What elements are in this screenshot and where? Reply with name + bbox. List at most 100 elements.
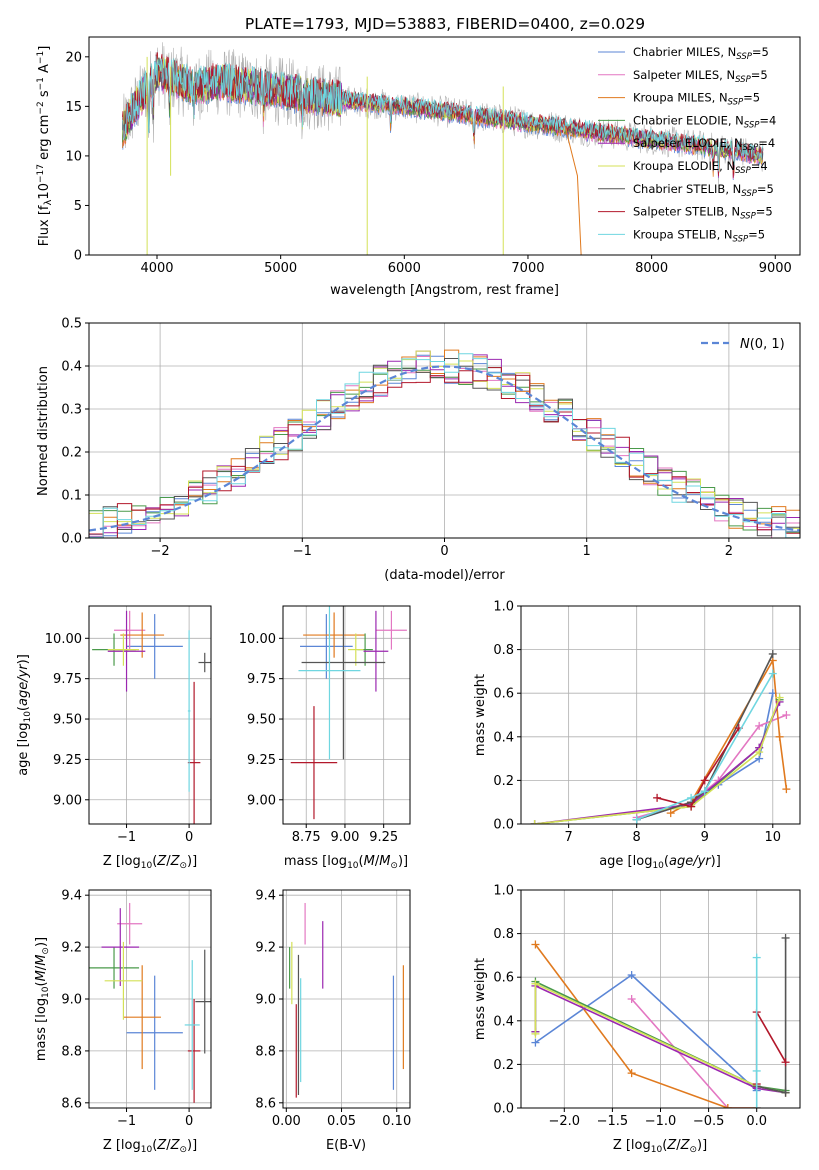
label-part: ( — [152, 854, 157, 869]
label-part: age/yr — [16, 663, 31, 706]
label-part: / — [166, 1138, 171, 1153]
x-tick-label: 9.00 — [330, 830, 359, 845]
label-part: M — [34, 970, 49, 981]
label-part: Flux [f — [37, 205, 52, 246]
y-axis-label: mass weight — [473, 674, 488, 756]
x-axis-label: Z [log10(Z/Z⊙)] — [103, 1138, 197, 1155]
label-part: 10 — [37, 183, 52, 200]
label-part: 10 — [141, 861, 153, 871]
x-tick-label: 0 — [185, 830, 193, 845]
y-tick-label: 9.0 — [61, 993, 82, 1008]
x-tick-label: −1 — [293, 544, 312, 559]
label-part: Z [log — [103, 854, 141, 869]
y-tick-label: 9.4 — [255, 889, 276, 904]
label-part: SSP — [733, 234, 749, 244]
label-part: SSP — [728, 98, 744, 108]
label-part: 10 — [23, 711, 33, 723]
legend-entry: Kroupa ELODIE, NSSP=4 — [633, 159, 768, 176]
label-part: ⊙ — [179, 1145, 187, 1155]
mask-spike — [564, 126, 582, 255]
legend-entry: Chabrier MILES, NSSP=5 — [633, 45, 769, 62]
x-axis-label: Z [log10(Z/Z⊙)] — [613, 1138, 707, 1155]
y-axis-label: age [log10(age/yr)] — [16, 654, 33, 776]
mass-weight-vs-metallicity-panel: −2.0 −1.5 −1.0 −0.5 0.0 0.0 0.2 0.4 0.6 0.8 1.0 mas… — [473, 884, 801, 1155]
label-part: 10 — [651, 1145, 663, 1155]
x-tick-label: 7 — [564, 830, 572, 845]
x-tick-label: 4000 — [140, 261, 173, 276]
label-part: Kroupa MILES, N — [633, 91, 728, 105]
spectrum-panel: 4000 5000 6000 7000 8000 9000 0 5 10 15 20 waveleng… — [36, 36, 801, 298]
y-tick-label: 5 — [74, 199, 82, 214]
label-part: (0, 1) — [750, 337, 785, 352]
axes-frame — [520, 605, 801, 825]
plot-area — [89, 349, 800, 538]
series-line — [636, 653, 774, 821]
y-tick-label: 0.6 — [493, 687, 514, 702]
label-part: M — [34, 955, 49, 966]
plot-area — [122, 42, 764, 255]
label-part: A — [37, 64, 52, 77]
label-part: 10 — [41, 986, 51, 998]
label-part: 10 — [141, 1145, 153, 1155]
label-part: =5 — [751, 68, 768, 82]
mass-vs-metallicity-panel: −1 08.68.89.09.29.4Z [log10(Z/Z⊙)]mass [l… — [34, 889, 212, 1155]
label-part: Z — [680, 1138, 691, 1153]
mass-weight-vs-age-panel: 7 8 9 10 0.0 0.2 0.4 0.6 0.8 1.0 mass weight age [l… — [473, 600, 801, 871]
x-tick-label: 0.05 — [327, 1114, 356, 1129]
label-part: Salpeter MILES, N — [633, 68, 735, 82]
x-tick-label: −1.0 — [645, 1114, 677, 1129]
y-tick-label: 0.0 — [493, 818, 514, 833]
y-tick-label: 8.8 — [61, 1044, 82, 1059]
label-part: ( — [662, 1138, 667, 1153]
label-part: −1 — [36, 51, 46, 64]
label-part: =5 — [757, 182, 774, 196]
y-axis-label: Normed distribution — [36, 366, 51, 496]
x-tick-label: 1 — [583, 544, 591, 559]
x-axis-label: mass [log10(M/M⊙)] — [284, 854, 408, 871]
label-part: ( — [34, 981, 49, 986]
plot-area — [89, 902, 211, 1103]
legend-entry: Chabrier ELODIE, NSSP=4 — [633, 113, 776, 130]
x-tick-label: 0.00 — [272, 1114, 301, 1129]
y-tick-label: 0.2 — [61, 446, 82, 461]
label-part: ( — [664, 854, 669, 869]
residual-histogram-panel: −2 −1 0 1 2 0.0 0.1 0.2 0.3 0.4 0.5 (data-model)/er… — [36, 317, 801, 583]
label-part: −17 — [36, 164, 46, 183]
y-tick-label: 9.25 — [247, 753, 276, 768]
label-part: ⊙ — [41, 947, 51, 955]
label-part: 10 — [652, 861, 664, 871]
label-part: −2 — [36, 101, 46, 114]
label-part: SSP — [741, 189, 757, 199]
label-part: )] — [34, 937, 49, 947]
y-tick-label: 0.1 — [61, 489, 82, 504]
normal-curve — [89, 365, 800, 532]
y-tick-label: 0.0 — [61, 532, 82, 547]
label-part: Chabrier ELODIE, N — [633, 113, 744, 127]
series-line — [656, 727, 740, 808]
y-tick-label: 0.8 — [493, 643, 514, 658]
y-tick-label: 0.0 — [493, 1102, 514, 1117]
x-tick-label: 0.0 — [746, 1114, 767, 1129]
legend-entry: Kroupa MILES, NSSP=5 — [633, 91, 760, 108]
label-part: Z — [170, 1138, 181, 1153]
label-part: erg cm — [37, 115, 52, 164]
label-part: s — [37, 90, 52, 101]
axes-frame — [88, 322, 801, 539]
x-tick-label: 9000 — [759, 261, 792, 276]
y-tick-label: 0.4 — [61, 360, 82, 375]
axes-frame — [88, 605, 212, 825]
plot-area — [290, 606, 407, 820]
y-tick-label: 9.75 — [247, 672, 276, 687]
y-tick-label: 8.6 — [255, 1096, 276, 1111]
label-part: Chabrier STELIB, N — [633, 182, 741, 196]
x-axis-label: (data-model)/error — [384, 568, 505, 583]
y-tick-label: 10.00 — [45, 632, 82, 647]
y-tick-label: 0.2 — [493, 1058, 514, 1073]
x-tick-label: 0.10 — [382, 1114, 411, 1129]
y-axis-label: Flux [fλ10−17 erg cm−2 s−1 A−1] — [36, 46, 54, 247]
label-part: Z — [666, 1138, 677, 1153]
label-part: =5 — [752, 45, 769, 59]
label-part: Z — [156, 1138, 167, 1153]
label-part: / — [676, 1138, 681, 1153]
